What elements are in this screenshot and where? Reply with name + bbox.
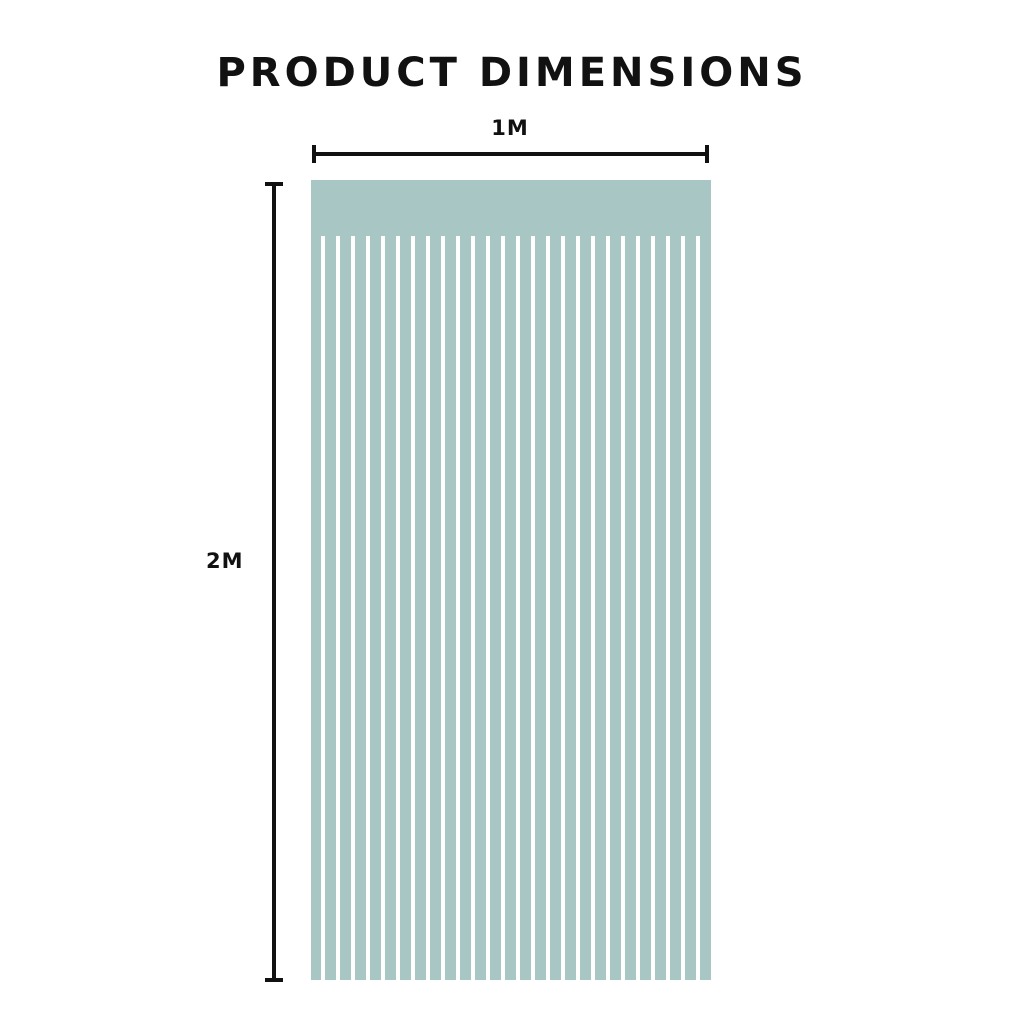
fringe-gap [546, 236, 550, 981]
fringe-gap [411, 236, 415, 981]
fringe-gap [471, 236, 475, 981]
fringe-gap [381, 236, 385, 981]
fringe-gap [651, 236, 655, 981]
fringe-gap [501, 236, 505, 981]
width-dimension-line [312, 145, 709, 163]
fringe-gap [591, 236, 595, 981]
fringe-gap [321, 236, 325, 981]
fringe-curtain [311, 180, 711, 981]
fringe-gap [516, 236, 520, 981]
width-label: 1M [491, 116, 529, 140]
fringe-gap [396, 236, 400, 981]
fringe-gap [561, 236, 565, 981]
curtain-header-band [311, 180, 711, 980]
fringe-gap [621, 236, 625, 981]
fringe-gap [636, 236, 640, 981]
fringe-gap [441, 236, 445, 981]
fringe-gap [336, 236, 340, 981]
fringe-gap [531, 236, 535, 981]
fringe-gap [456, 236, 460, 981]
fringe-gap [696, 236, 700, 981]
fringe-gap [366, 236, 370, 981]
fringe-gap [486, 236, 490, 981]
fringe-gap [426, 236, 430, 981]
fringe-gap [606, 236, 610, 981]
fringe-gap [576, 236, 580, 981]
fringe-gap [681, 236, 685, 981]
fringe-gap [351, 236, 355, 981]
height-label: 2M [206, 549, 244, 573]
page-title: PRODUCT DIMENSIONS [216, 50, 808, 96]
height-dimension-line [265, 182, 283, 982]
fringe-gap [666, 236, 670, 981]
